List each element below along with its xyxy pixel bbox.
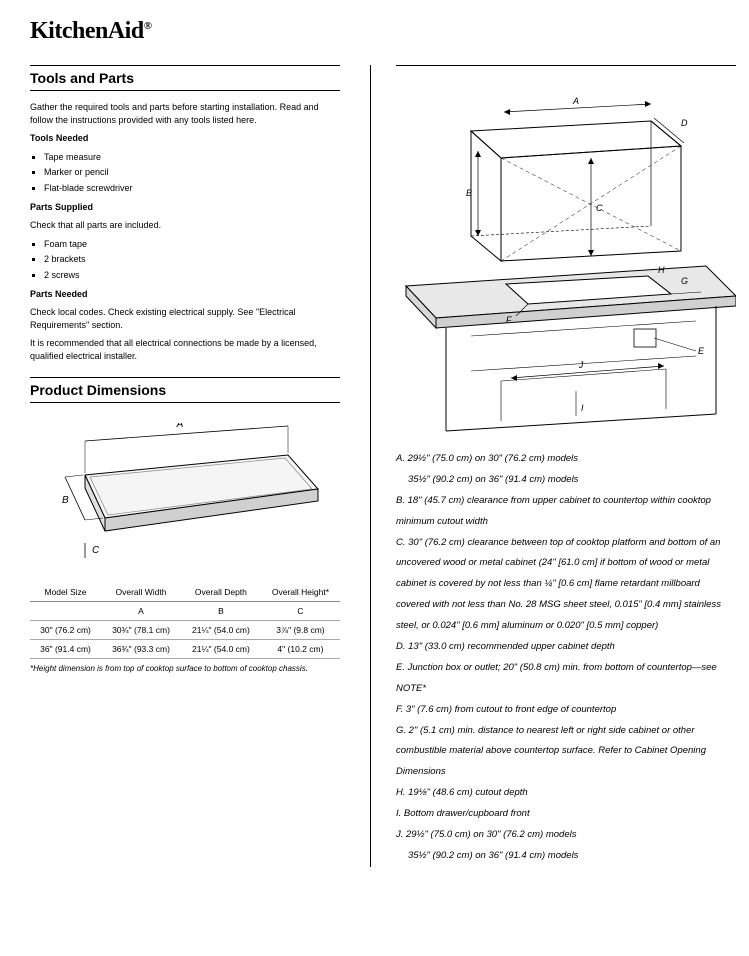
svg-text:A: A <box>176 423 184 430</box>
caption-f: F. 3" (7.6 cm) from cutout to front edge… <box>396 700 736 721</box>
table-cell: 4" (10.2 cm) <box>261 639 340 658</box>
caption-j: J. 29½" (75.0 cm) on 30" (76.2 cm) model… <box>396 825 736 846</box>
installation-diagram: A B C D E F <box>396 96 736 441</box>
svg-text:B: B <box>466 188 472 198</box>
svg-text:H: H <box>658 265 665 275</box>
svg-text:G: G <box>681 276 688 286</box>
table-cell: 30¾" (78.1 cm) <box>101 620 181 639</box>
table-cell: Overall Depth <box>181 583 261 602</box>
right-column: A B C D E F <box>370 65 736 867</box>
caption-b: B. 18" (45.7 cm) clearance from upper ca… <box>396 491 736 533</box>
parts-note: It is recommended that all electrical co… <box>30 337 340 362</box>
tools-intro: Gather the required tools and parts befo… <box>30 101 340 126</box>
tools-needed-list: Tape measure Marker or pencil Flat-blade… <box>30 151 340 195</box>
parts-supplied-label: Parts Supplied <box>30 201 340 214</box>
main-columns: Tools and Parts Gather the required tool… <box>30 65 719 867</box>
list-item: Tape measure <box>44 151 340 164</box>
list-item: Flat-blade screwdriver <box>44 182 340 195</box>
svg-text:F: F <box>506 315 512 325</box>
parts-needed-label: Parts Needed <box>30 288 340 301</box>
caption-e: E. Junction box or outlet; 20" (50.8 cm)… <box>396 658 736 700</box>
svg-text:E: E <box>698 346 705 356</box>
list-item: 2 brackets <box>44 253 340 266</box>
left-column: Tools and Parts Gather the required tool… <box>30 65 340 867</box>
table-note: *Height dimension is from top of cooktop… <box>30 664 340 673</box>
brand-name: KitchenAid <box>30 18 144 44</box>
svg-text:B: B <box>62 495 69 506</box>
table-cell: Overall Height* <box>261 583 340 602</box>
caption-a: A. 29½" (75.0 cm) on 30" (76.2 cm) model… <box>396 449 736 470</box>
list-item: Foam tape <box>44 238 340 251</box>
dimensions-table: Model Size Overall Width Overall Depth O… <box>30 583 340 659</box>
table-cell: 30" (76.2 cm) <box>30 620 101 639</box>
parts-needed-footer: Check local codes. Check existing electr… <box>30 306 340 331</box>
caption-c: C. 30" (76.2 cm) clearance between top o… <box>396 533 736 637</box>
table-cell: Model Size <box>30 583 101 602</box>
parts-supplied-text: Check that all parts are included. <box>30 219 340 232</box>
caption-j2: 35½" (90.2 cm) on 36" (91.4 cm) models <box>408 846 736 867</box>
table-cell: 21¼" (54.0 cm) <box>181 620 261 639</box>
caption-g: G. 2" (5.1 cm) min. distance to nearest … <box>396 721 736 784</box>
svg-text:C: C <box>596 203 603 213</box>
svg-text:D: D <box>681 118 688 128</box>
brand-suffix: ® <box>144 20 152 32</box>
list-item: Marker or pencil <box>44 166 340 179</box>
caption-i: I. Bottom drawer/cupboard front <box>396 804 736 825</box>
svg-text:J: J <box>578 360 584 370</box>
tools-needed-label: Tools Needed <box>30 132 340 145</box>
caption-h: H. 19⅛" (48.6 cm) cutout depth <box>396 783 736 804</box>
table-cell: 36" (91.4 cm) <box>30 639 101 658</box>
parts-supplied-list: Foam tape 2 brackets 2 screws <box>30 238 340 282</box>
svg-text:A: A <box>572 96 579 106</box>
tools-heading: Tools and Parts <box>30 65 340 91</box>
table-cell: 3⅞" (9.8 cm) <box>261 620 340 639</box>
svg-text:C: C <box>92 545 100 556</box>
product-heading: Product Dimensions <box>30 377 340 403</box>
caption-a2: 35½" (90.2 cm) on 36" (91.4 cm) models <box>408 470 736 491</box>
brand-logo: KitchenAid® <box>30 18 719 45</box>
table-cell: Overall Width <box>101 583 181 602</box>
caption-d: D. 13" (33.0 cm) recommended upper cabin… <box>396 637 736 658</box>
product-diagram: A B C <box>30 423 340 568</box>
table-cell: A <box>101 601 181 620</box>
svg-text:I: I <box>581 403 584 413</box>
table-cell: B <box>181 601 261 620</box>
table-cell: 36¾" (93.3 cm) <box>101 639 181 658</box>
table-cell: C <box>261 601 340 620</box>
list-item: 2 screws <box>44 269 340 282</box>
table-cell: 21¼" (54.0 cm) <box>181 639 261 658</box>
diagram-captions: A. 29½" (75.0 cm) on 30" (76.2 cm) model… <box>396 449 736 867</box>
